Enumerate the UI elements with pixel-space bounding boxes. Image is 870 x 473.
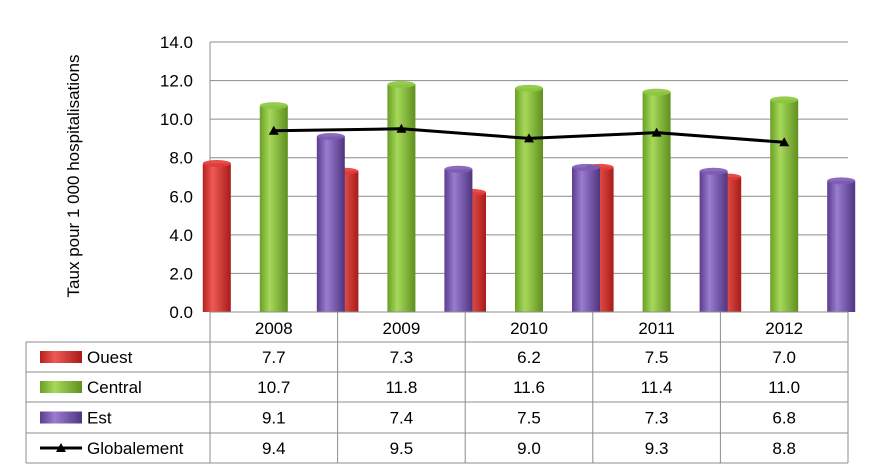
bar-cap	[515, 84, 543, 92]
data-label: 11.8	[385, 378, 417, 397]
x-tick-label: 2010	[510, 319, 548, 338]
legend-marker	[56, 443, 66, 452]
data-label: 7.3	[645, 409, 669, 428]
bar-central-2009	[387, 80, 416, 312]
line-point-2008	[268, 125, 279, 135]
bar-cap	[642, 88, 671, 96]
bar-cap	[770, 96, 799, 104]
y-tick-label: 4.0	[169, 226, 193, 245]
legend-label-central: Central	[87, 378, 142, 397]
bar-body	[515, 88, 543, 313]
data-label: 7.5	[517, 409, 541, 428]
y-tick-label: 0.0	[169, 303, 193, 322]
data-label: 7.4	[390, 409, 414, 428]
legend-label-est: Est	[87, 409, 112, 428]
data-label: 7.3	[390, 348, 414, 367]
data-label: 7.0	[772, 348, 796, 367]
line-point-2012	[779, 137, 790, 147]
y-tick-label: 10.0	[160, 110, 193, 129]
bar-est-2010	[572, 163, 600, 312]
bar-body	[259, 105, 288, 313]
bar-central-2008	[259, 102, 288, 313]
bar-body	[444, 169, 473, 312]
bar-cap	[572, 163, 600, 171]
data-label: 9.0	[517, 439, 541, 458]
data-table: 2008 2009 2010 2011 2012 Ouest 7.7 7.3 6.2 7.5 7.0…	[25, 311, 849, 464]
data-label: 9.5	[390, 439, 414, 458]
legend-key-est	[40, 411, 82, 424]
bar-body	[699, 171, 728, 312]
line-point-2010	[524, 133, 534, 143]
bars	[202, 80, 856, 313]
y-tick-label: 14.0	[160, 33, 193, 52]
legend-key-ouest	[40, 351, 82, 363]
data-label: 7.5	[645, 348, 669, 367]
y-tick-label: 6.0	[169, 187, 193, 206]
x-tick-label: 2012	[765, 319, 803, 338]
data-label: 11.6	[513, 378, 545, 397]
x-tick-label: 2009	[382, 319, 420, 338]
bar-body	[316, 136, 345, 312]
bar-body	[827, 180, 856, 312]
data-label: 9.3	[645, 439, 669, 458]
data-label: 7.7	[262, 348, 286, 367]
data-label: 6.2	[517, 348, 541, 367]
x-tick-label: 2008	[255, 319, 293, 338]
bar-cap	[259, 102, 288, 110]
y-axis-label: Taux pour 1 000 hospitalisations	[64, 55, 83, 298]
x-tick-label: 2011	[638, 319, 675, 338]
bar-cap	[387, 80, 416, 88]
bar-body	[202, 163, 231, 312]
y-tick-label: 2.0	[169, 264, 193, 283]
bar-est-2009	[444, 165, 473, 312]
legend-key-central	[40, 381, 82, 393]
legend-label-globalement: Globalement	[87, 439, 184, 458]
data-label: 8.8	[772, 439, 796, 458]
bar-central-2010	[515, 84, 543, 313]
bar-cap	[827, 177, 856, 185]
bar-body	[642, 92, 671, 313]
bar-cap	[202, 160, 231, 167]
data-label: 11.0	[768, 378, 800, 397]
y-tick-label: 8.0	[169, 149, 193, 168]
data-label: 6.8	[772, 409, 796, 428]
data-label: 9.1	[262, 409, 286, 428]
y-axis-ticks: 0.0 2.0 4.0 6.0 8.0 10.0 12.0 14.0	[160, 33, 193, 322]
data-label: 11.4	[641, 378, 673, 397]
bar-body	[387, 84, 416, 312]
bar-cap	[444, 165, 473, 173]
bar-est-2012	[827, 177, 856, 312]
bar-est-2011	[699, 167, 728, 312]
bar-body	[572, 167, 600, 312]
line-point-2009	[396, 123, 407, 133]
overall-line	[268, 123, 790, 147]
data-label: 10.7	[257, 378, 290, 397]
line-point-2011	[651, 127, 662, 137]
y-tick-label: 12.0	[160, 72, 193, 91]
bar-est-2008	[316, 133, 345, 312]
legend-label-ouest: Ouest	[87, 348, 133, 367]
data-label: 9.4	[262, 439, 286, 458]
bar-central-2012	[770, 96, 799, 312]
bar-body	[770, 99, 799, 312]
bar-cap	[316, 133, 345, 140]
bar-ouest-2008	[202, 160, 231, 312]
bar-cap	[699, 167, 728, 175]
bar-central-2011	[642, 88, 671, 313]
